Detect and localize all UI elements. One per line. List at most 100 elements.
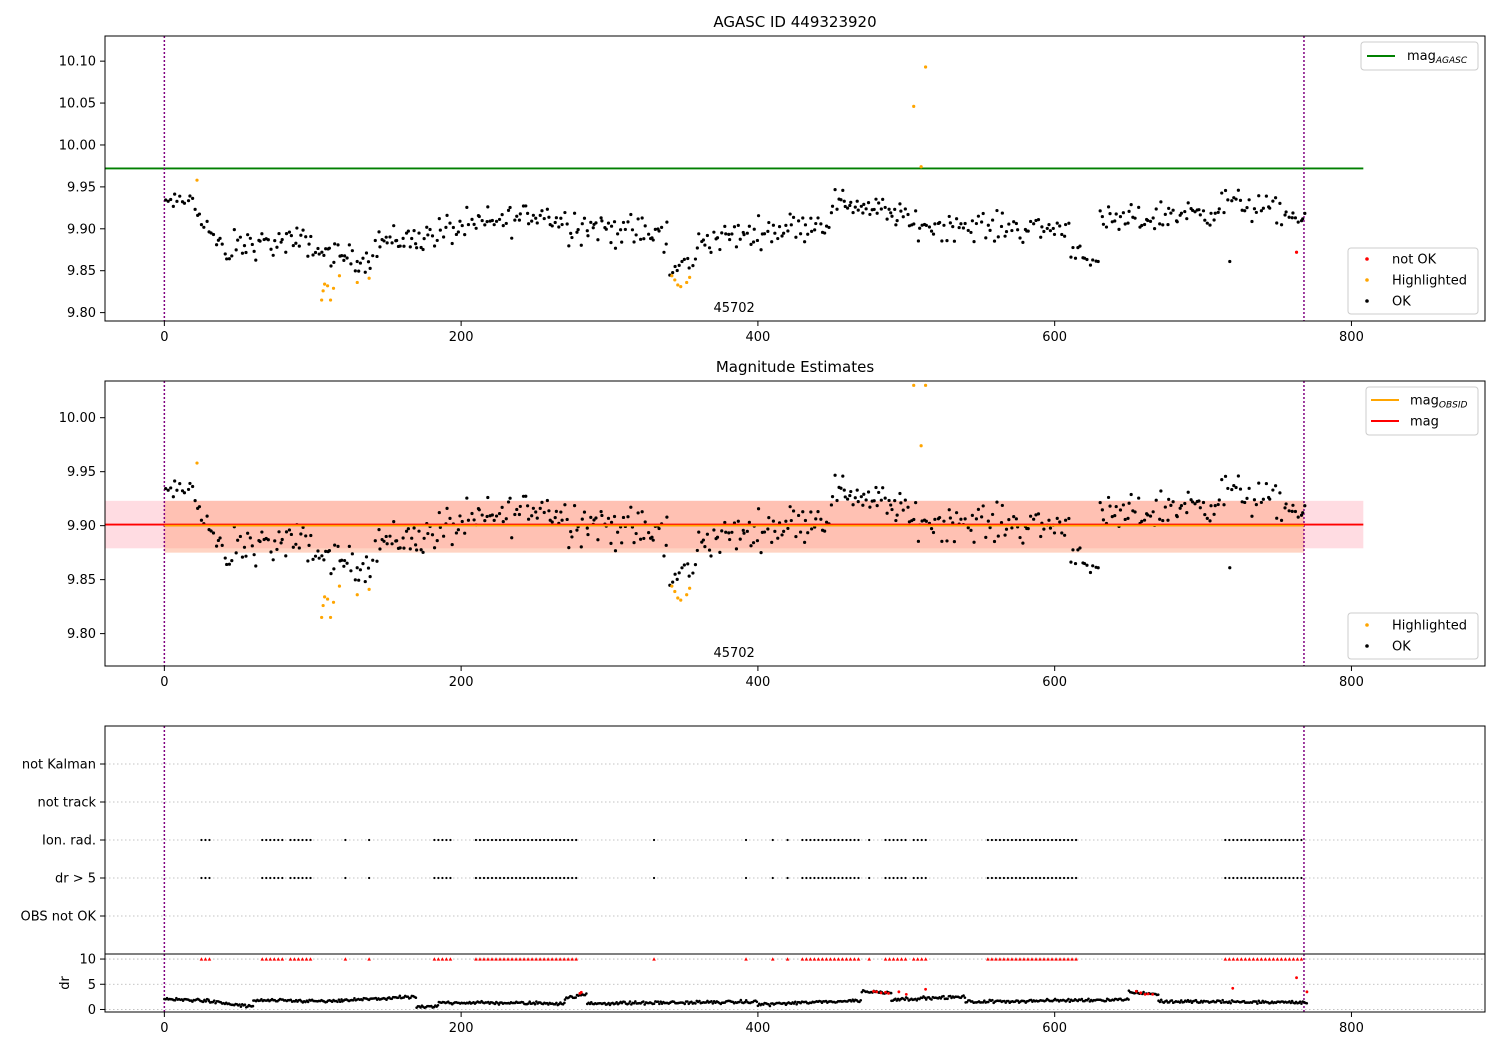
panel-4-flag-marker: [264, 957, 269, 961]
panel-4-flag-marker: [844, 957, 849, 961]
panel-1-ok-point: [166, 199, 170, 203]
panel-2-ok-point: [842, 488, 846, 492]
panel-3-flag-point: [526, 876, 530, 880]
panel-2-axes-frame: [104, 380, 1486, 667]
panel-1-ok-point: [889, 211, 893, 215]
panel-4-dr-point: [1159, 998, 1163, 1002]
panel-4-dr-point: [607, 1001, 610, 1005]
panel-2-ok-point: [974, 517, 979, 521]
panel-4-flag-marker: [502, 957, 506, 961]
panel-1-ok-point: [232, 228, 236, 232]
panel-2-ok-point: [612, 514, 617, 519]
panel-3-flag-point: [801, 838, 804, 842]
panel-2-ok-point: [540, 500, 544, 504]
panel-2-ok-point: [392, 520, 396, 524]
panel-4-dr-point: [214, 1001, 217, 1005]
panel-1-ok-point: [887, 207, 891, 211]
panel-2-ok-point: [803, 518, 808, 523]
panel-1-ok-point: [1230, 199, 1234, 203]
panel-2-ok-point: [1129, 492, 1133, 497]
panel-2-ok-point: [864, 498, 868, 502]
panel-3-flag-point: [208, 838, 211, 842]
panel-3-flag-point: [853, 838, 856, 842]
panel-1-ok-point: [1073, 256, 1078, 260]
panel-2-ok-point: [361, 562, 365, 566]
panel-4-dr-point: [1142, 990, 1145, 994]
panel-4-flag-marker: [566, 957, 570, 961]
panel-3-flag-point: [482, 838, 486, 842]
panel-4-flag-marker: [304, 957, 309, 961]
panel-2-ok-point: [385, 542, 389, 546]
panel-3-flag-point: [744, 876, 748, 880]
panel-4-dr-point: [1170, 999, 1174, 1002]
panel-2-ok-point: [1114, 504, 1118, 509]
panel-3-flag-point: [990, 838, 994, 842]
panel-4-dr-point: [406, 995, 410, 998]
panel-2-ok-point: [1179, 503, 1184, 508]
panel-4-dr-point: [694, 1002, 697, 1005]
panel-3-flag-point: [1026, 876, 1030, 880]
panel-3-flag-point: [1300, 876, 1303, 880]
panel-1-ok-point: [586, 234, 590, 238]
panel-1-ok-point: [218, 236, 222, 240]
panel-2-ytick-label: 9.95: [67, 465, 96, 480]
panel-2-ok-point: [720, 529, 724, 533]
panel-1-ok-point: [252, 249, 256, 253]
panel-1-ok-point: [271, 253, 275, 257]
panel-3-category-label: not Kalman: [22, 758, 96, 773]
panel-2-highlighted-point: [676, 596, 680, 600]
panel-4-dr-point: [627, 1002, 630, 1005]
panel-1-highlighted-point: [331, 286, 336, 290]
panel-4-flag-marker: [207, 957, 212, 961]
panel-3-flag-point: [309, 838, 312, 842]
panel-1-ok-point: [755, 238, 760, 243]
panel-1-ok-point: [355, 259, 359, 264]
panel-1-ok-point: [1220, 191, 1224, 195]
panel-1-ok-point: [438, 228, 442, 232]
panel-3-flag-point: [821, 838, 824, 842]
panel-4-xtick-label: 0: [160, 1021, 168, 1036]
panel-4-flag-marker: [998, 957, 1002, 961]
panel-1-ok-point: [1052, 232, 1057, 237]
panel-2-ok-point: [565, 517, 569, 522]
panel-2-ok-point: [277, 530, 281, 534]
panel-1-ok-point: [580, 222, 584, 226]
panel-1-ok-point: [515, 214, 519, 218]
panel-2-ok-point: [1113, 513, 1117, 518]
panel-3-flag-point: [502, 876, 506, 880]
panel-3-category-label: not track: [37, 796, 96, 811]
panel-1-ok-point: [1232, 196, 1236, 200]
panel-3-flag-point: [896, 838, 899, 842]
panel-1-xtick-label: 600: [1042, 330, 1067, 345]
panel-3-flag-point: [1260, 876, 1263, 880]
panel-3-flag-point: [289, 876, 292, 880]
panel-2-ytick-label: 9.90: [67, 519, 96, 534]
panel-2-ok-point: [363, 579, 367, 584]
panel-1-ok-point: [874, 197, 878, 201]
panel-1-ok-point: [814, 221, 818, 226]
panel-1-ok-point: [384, 235, 388, 239]
panel-4-dr-point: [1104, 999, 1108, 1003]
panel-3-flag-point: [1236, 838, 1239, 842]
panel-2-ok-point: [1230, 487, 1234, 492]
legend-marker: [1365, 257, 1369, 261]
panel-2-ok-point: [284, 554, 288, 558]
panel-3-flag-point: [437, 876, 440, 880]
panel-2-ok-point: [990, 512, 995, 517]
panel-2-ok-point: [901, 508, 905, 512]
panel-3-flag-point: [1280, 876, 1283, 880]
panel-3-flag-point: [868, 876, 871, 880]
panel-1-axes-frame: [104, 35, 1486, 322]
panel-1-ok-point: [483, 223, 487, 227]
panel-3-flag-point: [1268, 876, 1271, 880]
panel-1-ok-point: [657, 229, 661, 233]
panel-1-ok-point: [636, 217, 640, 221]
panel-3-flag-point: [868, 838, 871, 842]
panel-2-highlighted-point: [321, 603, 325, 608]
panel-4-flag-marker: [542, 957, 546, 961]
panel-2-ok-point: [609, 541, 613, 546]
panel-1-ok-point: [881, 197, 885, 201]
panel-3-flag-point: [1292, 838, 1295, 842]
panel-2-ok-point: [1047, 518, 1051, 522]
panel-4-dr-point: [1298, 1000, 1302, 1003]
